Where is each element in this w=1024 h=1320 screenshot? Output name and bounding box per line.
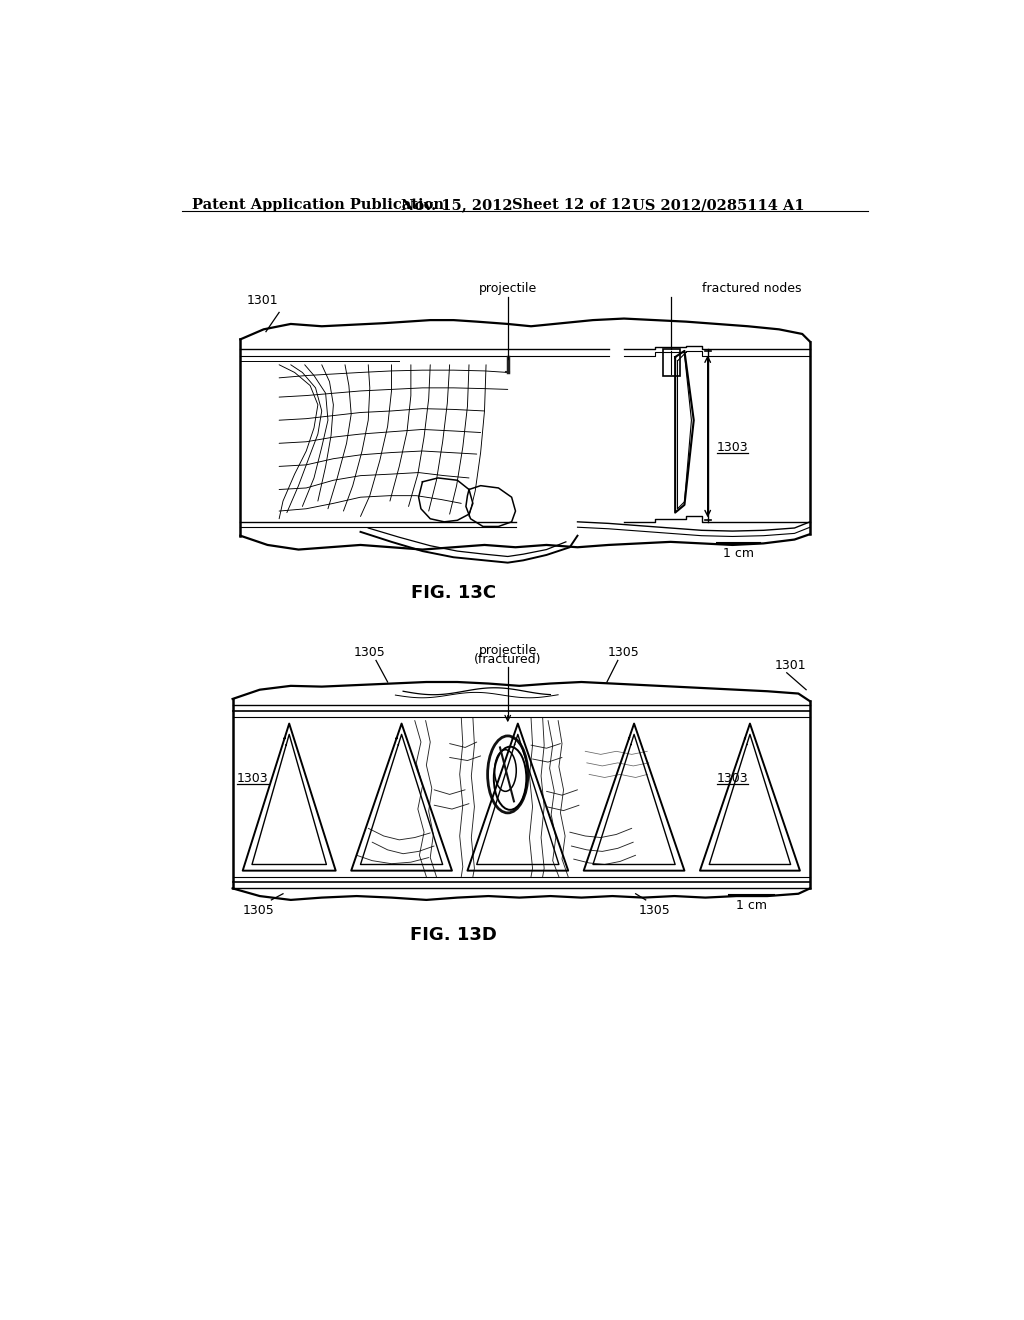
Text: (fractured): (fractured): [474, 653, 542, 665]
Text: fractured nodes: fractured nodes: [701, 282, 801, 296]
Text: 1305: 1305: [243, 904, 274, 917]
Text: 1305: 1305: [354, 645, 386, 659]
Text: projectile: projectile: [478, 644, 537, 657]
Text: US 2012/0285114 A1: US 2012/0285114 A1: [632, 198, 805, 213]
Text: FIG. 13C: FIG. 13C: [411, 585, 496, 602]
Text: Nov. 15, 2012: Nov. 15, 2012: [400, 198, 512, 213]
Text: 1301: 1301: [775, 659, 807, 672]
Text: Patent Application Publication: Patent Application Publication: [193, 198, 444, 213]
Text: 1 cm: 1 cm: [735, 899, 767, 912]
Text: Sheet 12 of 12: Sheet 12 of 12: [512, 198, 631, 213]
Text: 1301: 1301: [247, 294, 279, 308]
Text: 1303: 1303: [237, 772, 268, 785]
Text: projectile: projectile: [478, 282, 537, 296]
Text: 1303: 1303: [717, 441, 749, 454]
Text: 1305: 1305: [608, 645, 640, 659]
Text: 1305: 1305: [639, 904, 671, 917]
Bar: [663, 350, 680, 376]
Text: 1303: 1303: [717, 772, 749, 785]
Text: 1 cm: 1 cm: [723, 548, 755, 560]
Text: FIG. 13D: FIG. 13D: [410, 925, 497, 944]
